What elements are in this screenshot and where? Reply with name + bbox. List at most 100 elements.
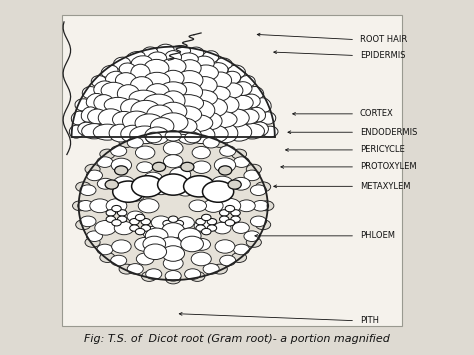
Ellipse shape bbox=[116, 73, 137, 88]
Ellipse shape bbox=[234, 82, 252, 95]
Ellipse shape bbox=[122, 111, 151, 131]
Ellipse shape bbox=[113, 181, 144, 202]
Ellipse shape bbox=[106, 216, 116, 223]
Ellipse shape bbox=[86, 170, 102, 181]
Ellipse shape bbox=[174, 226, 183, 233]
Ellipse shape bbox=[115, 166, 128, 175]
Ellipse shape bbox=[239, 109, 259, 124]
Ellipse shape bbox=[249, 87, 264, 99]
Ellipse shape bbox=[189, 200, 207, 212]
Ellipse shape bbox=[188, 90, 218, 106]
Ellipse shape bbox=[130, 225, 139, 231]
Ellipse shape bbox=[188, 126, 215, 143]
Text: ENDODERMIS: ENDODERMIS bbox=[360, 128, 417, 137]
Ellipse shape bbox=[88, 109, 107, 124]
Ellipse shape bbox=[228, 65, 246, 78]
Ellipse shape bbox=[86, 93, 104, 109]
Ellipse shape bbox=[146, 228, 168, 244]
Ellipse shape bbox=[168, 230, 178, 236]
Ellipse shape bbox=[144, 244, 166, 260]
Ellipse shape bbox=[162, 223, 184, 238]
Ellipse shape bbox=[101, 82, 126, 99]
Ellipse shape bbox=[172, 106, 201, 123]
Ellipse shape bbox=[165, 128, 181, 138]
Ellipse shape bbox=[179, 60, 201, 76]
Ellipse shape bbox=[232, 95, 253, 110]
Ellipse shape bbox=[130, 77, 153, 94]
Ellipse shape bbox=[136, 228, 145, 235]
Ellipse shape bbox=[158, 113, 188, 132]
Ellipse shape bbox=[203, 264, 219, 274]
Ellipse shape bbox=[250, 185, 266, 196]
Ellipse shape bbox=[104, 97, 131, 113]
Ellipse shape bbox=[95, 220, 116, 235]
Ellipse shape bbox=[199, 125, 228, 143]
Ellipse shape bbox=[143, 236, 165, 252]
Ellipse shape bbox=[234, 244, 250, 255]
Ellipse shape bbox=[144, 172, 163, 185]
Ellipse shape bbox=[198, 112, 222, 130]
Ellipse shape bbox=[176, 71, 203, 89]
Ellipse shape bbox=[231, 178, 250, 190]
Ellipse shape bbox=[78, 201, 94, 211]
Ellipse shape bbox=[171, 45, 191, 55]
Ellipse shape bbox=[237, 200, 255, 212]
Ellipse shape bbox=[163, 220, 172, 226]
Ellipse shape bbox=[142, 130, 157, 140]
Ellipse shape bbox=[146, 84, 169, 100]
Ellipse shape bbox=[105, 180, 118, 189]
Ellipse shape bbox=[129, 90, 158, 106]
Ellipse shape bbox=[136, 146, 155, 159]
Ellipse shape bbox=[144, 59, 169, 77]
Ellipse shape bbox=[196, 219, 205, 225]
Ellipse shape bbox=[201, 98, 228, 117]
Ellipse shape bbox=[174, 220, 183, 226]
Ellipse shape bbox=[259, 201, 274, 211]
Ellipse shape bbox=[119, 264, 134, 274]
Ellipse shape bbox=[240, 76, 255, 87]
Ellipse shape bbox=[255, 220, 271, 230]
Ellipse shape bbox=[69, 125, 83, 138]
Ellipse shape bbox=[202, 181, 234, 202]
Ellipse shape bbox=[246, 164, 261, 174]
Ellipse shape bbox=[219, 255, 236, 266]
Ellipse shape bbox=[255, 182, 271, 192]
Ellipse shape bbox=[132, 176, 163, 197]
Ellipse shape bbox=[157, 174, 189, 195]
Ellipse shape bbox=[143, 47, 158, 58]
Ellipse shape bbox=[218, 97, 239, 113]
Ellipse shape bbox=[164, 245, 182, 256]
Ellipse shape bbox=[127, 137, 143, 148]
Polygon shape bbox=[79, 132, 268, 280]
Ellipse shape bbox=[114, 57, 130, 70]
Ellipse shape bbox=[165, 271, 181, 281]
Text: ROOT HAIR: ROOT HAIR bbox=[360, 35, 407, 44]
Ellipse shape bbox=[82, 87, 98, 98]
Ellipse shape bbox=[201, 214, 211, 221]
Ellipse shape bbox=[106, 210, 116, 216]
Ellipse shape bbox=[208, 111, 237, 128]
Ellipse shape bbox=[131, 100, 160, 120]
Ellipse shape bbox=[207, 225, 217, 231]
Ellipse shape bbox=[94, 81, 114, 96]
Ellipse shape bbox=[207, 219, 217, 225]
Ellipse shape bbox=[222, 109, 249, 127]
Ellipse shape bbox=[137, 162, 153, 173]
Ellipse shape bbox=[106, 71, 124, 84]
Ellipse shape bbox=[71, 111, 86, 125]
Ellipse shape bbox=[225, 220, 235, 226]
Ellipse shape bbox=[131, 64, 150, 81]
Ellipse shape bbox=[112, 206, 121, 212]
Ellipse shape bbox=[138, 199, 159, 213]
Ellipse shape bbox=[153, 162, 165, 171]
Ellipse shape bbox=[91, 76, 107, 87]
Ellipse shape bbox=[82, 124, 107, 139]
Ellipse shape bbox=[162, 246, 184, 261]
Ellipse shape bbox=[160, 82, 187, 98]
Ellipse shape bbox=[161, 91, 185, 111]
Ellipse shape bbox=[193, 65, 219, 81]
Ellipse shape bbox=[192, 239, 210, 250]
Ellipse shape bbox=[227, 123, 252, 141]
Ellipse shape bbox=[184, 132, 201, 143]
Ellipse shape bbox=[78, 122, 95, 136]
